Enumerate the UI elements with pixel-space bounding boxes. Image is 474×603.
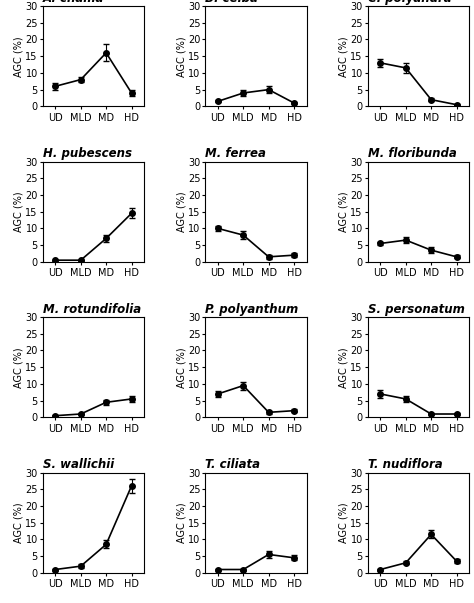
Y-axis label: AGC (%): AGC (%): [339, 502, 349, 543]
Text: C. polyandra: C. polyandra: [368, 0, 451, 5]
Text: T. ciliata: T. ciliata: [205, 458, 260, 472]
Text: M. rotundifolia: M. rotundifolia: [43, 303, 141, 316]
Y-axis label: AGC (%): AGC (%): [14, 36, 24, 77]
Text: M. floribunda: M. floribunda: [368, 147, 456, 160]
Y-axis label: AGC (%): AGC (%): [339, 36, 349, 77]
Text: M. ferrea: M. ferrea: [205, 147, 266, 160]
Text: B. ceiba: B. ceiba: [205, 0, 258, 5]
Y-axis label: AGC (%): AGC (%): [176, 347, 186, 388]
Text: H. pubescens: H. pubescens: [43, 147, 132, 160]
Y-axis label: AGC (%): AGC (%): [176, 36, 186, 77]
Text: S. wallichii: S. wallichii: [43, 458, 114, 472]
Y-axis label: AGC (%): AGC (%): [14, 347, 24, 388]
Y-axis label: AGC (%): AGC (%): [14, 502, 24, 543]
Text: S. personatum: S. personatum: [368, 303, 465, 316]
Y-axis label: AGC (%): AGC (%): [176, 502, 186, 543]
Text: P. polyanthum: P. polyanthum: [205, 303, 299, 316]
Y-axis label: AGC (%): AGC (%): [339, 191, 349, 232]
Text: T. nudiflora: T. nudiflora: [368, 458, 442, 472]
Y-axis label: AGC (%): AGC (%): [14, 191, 24, 232]
Y-axis label: AGC (%): AGC (%): [339, 347, 349, 388]
Y-axis label: AGC (%): AGC (%): [176, 191, 186, 232]
Text: A. chama: A. chama: [43, 0, 104, 5]
